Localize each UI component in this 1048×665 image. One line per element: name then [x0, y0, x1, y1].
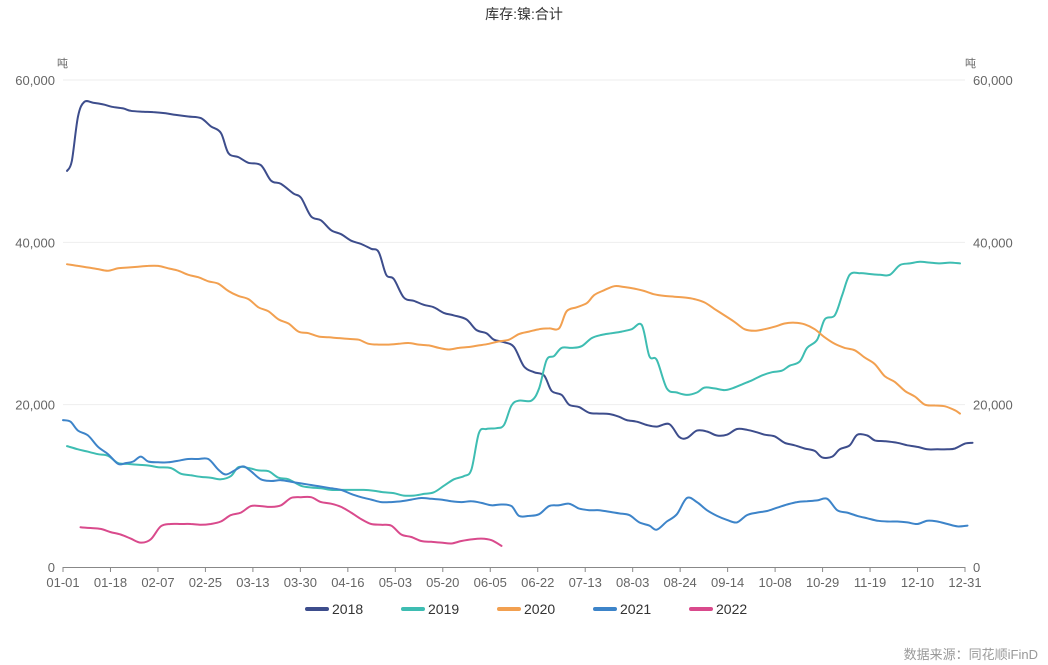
legend-label: 2021	[620, 601, 651, 617]
series-line-2020	[66, 263, 961, 415]
legend[interactable]: 2018 2019 2020 2021 2022	[305, 601, 747, 617]
x-tick-label: 01-01	[46, 575, 79, 590]
x-tick-label: 12-31	[948, 575, 981, 590]
legend-item-2020[interactable]: 2020	[497, 601, 555, 617]
legend-label: 2022	[716, 601, 747, 617]
y-tick-label-right: 20,000	[973, 398, 1013, 413]
source-note: 数据来源：同花顺iFinD	[904, 647, 1038, 662]
legend-item-2021[interactable]: 2021	[593, 601, 651, 617]
y-tick-label-right: 40,000	[973, 235, 1013, 250]
chart-title: 库存:镍:合计	[485, 6, 563, 22]
x-tick-label: 11-19	[854, 575, 886, 590]
x-tick-label: 09-14	[711, 575, 744, 590]
series-line-2022	[79, 495, 503, 547]
y-tick-label-left: 0	[48, 560, 55, 575]
x-tick-label: 05-20	[426, 575, 459, 590]
x-tick-label: 05-03	[379, 575, 412, 590]
y-axis-left: 0 20,000 40,000 60,000	[15, 73, 55, 575]
legend-item-2018[interactable]: 2018	[305, 601, 363, 617]
y-tick-label-right: 60,000	[973, 73, 1013, 88]
x-tick-label: 08-24	[664, 575, 697, 590]
y-tick-label-right: 0	[973, 560, 980, 575]
x-tick-label: 10-29	[806, 575, 839, 590]
legend-label: 2018	[332, 601, 363, 617]
x-tick-label: 04-16	[331, 575, 364, 590]
x-tick-label: 01-18	[94, 575, 127, 590]
y-tick-label-left: 20,000	[15, 398, 55, 413]
legend-item-2022[interactable]: 2022	[689, 601, 747, 617]
x-tick-label: 12-10	[901, 575, 934, 590]
y-axis-unit-right: 吨	[965, 57, 976, 70]
legend-label: 2020	[524, 601, 555, 617]
y-tick-label-left: 60,000	[15, 73, 55, 88]
x-tick-label: 03-13	[236, 575, 269, 590]
x-tick-label: 07-13	[569, 575, 602, 590]
y-axis-right: 0 20,000 40,000 60,000	[973, 73, 1013, 575]
series-line-2019	[66, 260, 961, 497]
legend-item-2019[interactable]: 2019	[401, 601, 459, 617]
x-tick-label: 02-07	[141, 575, 174, 590]
y-axis-unit-left: 吨	[57, 57, 68, 70]
grid-lines	[63, 79, 965, 406]
series-lines	[62, 99, 974, 547]
legend-label: 2019	[428, 601, 459, 617]
series-line-2021	[62, 419, 969, 531]
y-tick-label-left: 40,000	[15, 235, 55, 250]
x-axis: 01-01 01-18 02-07 02-25 03-13 03-30 04-16 05-03…	[46, 567, 982, 590]
series-line-2018	[66, 99, 974, 459]
x-tick-label: 06-05	[474, 575, 507, 590]
x-tick-label: 10-08	[758, 575, 791, 590]
x-tick-label: 02-25	[189, 575, 222, 590]
x-tick-label: 06-22	[521, 575, 554, 590]
x-tick-label: 03-30	[284, 575, 317, 590]
x-tick-label: 08-03	[616, 575, 649, 590]
